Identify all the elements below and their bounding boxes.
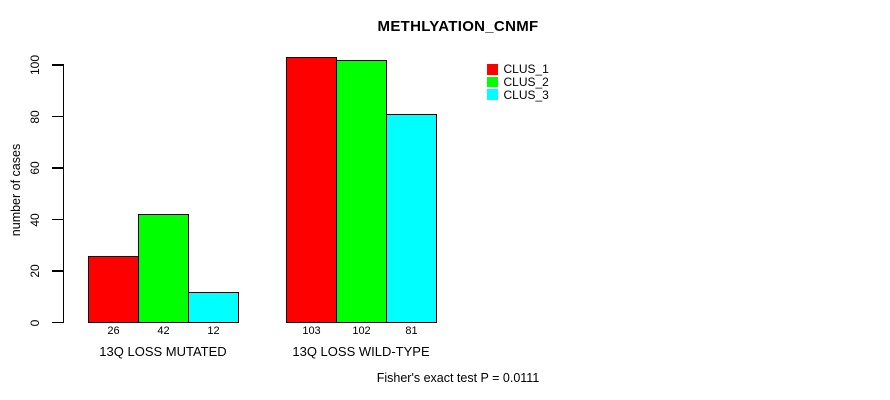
- legend: CLUS_1 CLUS_2 CLUS_3: [487, 63, 549, 101]
- y-tick-label: 100: [28, 54, 42, 76]
- category-label: 13Q LOSS MUTATED: [99, 343, 227, 359]
- y-tick-label: 0: [28, 319, 42, 326]
- bar-value-label: 42: [157, 324, 170, 337]
- legend-swatch-clus_2: [487, 76, 498, 88]
- y-tick-mark: [52, 321, 63, 324]
- legend-label: CLUS_3: [503, 87, 549, 102]
- legend-swatch-clus_1: [487, 64, 498, 75]
- bar-value-label: 81: [405, 324, 418, 337]
- legend-item-clus_3: CLUS_3: [487, 88, 549, 101]
- bar-value-label: 26: [107, 324, 120, 337]
- y-tick-mark: [52, 115, 63, 118]
- legend-item-clus_2: CLUS_2: [487, 76, 549, 89]
- y-tick-mark: [52, 64, 63, 66]
- bar-value-label: 103: [302, 324, 321, 337]
- bar-clus_1-1: [88, 255, 139, 324]
- bar-clus_3-2: [386, 113, 437, 324]
- bar-clus_1-2: [286, 57, 337, 324]
- legend-swatch-clus_3: [487, 89, 498, 100]
- bar-value-label: 12: [207, 324, 220, 337]
- y-tick-label: 80: [28, 109, 42, 124]
- bar-clus_2-1: [138, 214, 189, 324]
- legend-label: CLUS_2: [503, 75, 549, 90]
- chart-title: METHLYATION_CNMF: [377, 18, 539, 35]
- legend-label: CLUS_1: [503, 62, 549, 77]
- y-tick-label: 60: [28, 161, 42, 175]
- y-axis-label: number of cases: [9, 143, 23, 237]
- bar-clus_2-2: [336, 59, 387, 324]
- bar-clus_3-1: [188, 291, 239, 324]
- y-tick-mark: [52, 218, 63, 221]
- y-tick-label: 40: [28, 212, 42, 227]
- fisher-test-annotation: Fisher's exact test P = 0.0111: [376, 371, 540, 385]
- y-axis-line: [63, 64, 65, 324]
- bar-value-label: 102: [352, 324, 371, 337]
- y-tick-mark: [52, 167, 63, 169]
- legend-item-clus_1: CLUS_1: [487, 63, 549, 76]
- category-label: 13Q LOSS WILD-TYPE: [292, 343, 430, 359]
- y-tick-mark: [52, 270, 63, 272]
- y-tick-label: 20: [28, 264, 42, 278]
